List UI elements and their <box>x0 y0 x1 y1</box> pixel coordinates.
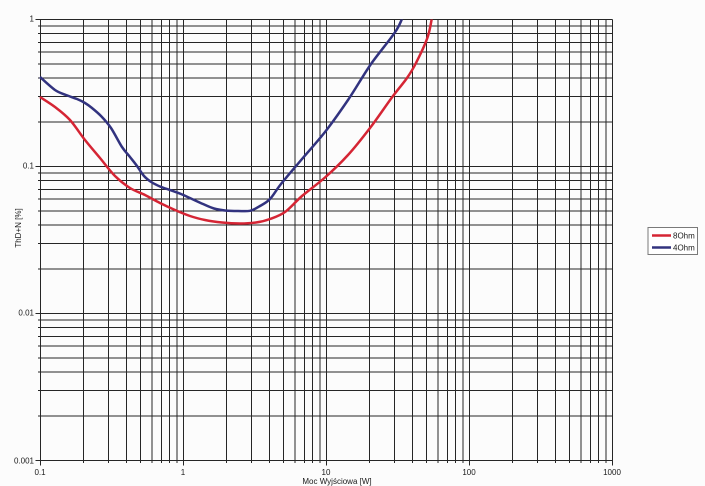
svg-text:1: 1 <box>181 468 186 477</box>
svg-text:10: 10 <box>322 468 331 477</box>
svg-text:0.001: 0.001 <box>14 457 35 466</box>
svg-text:0.1: 0.1 <box>34 468 46 477</box>
svg-text:0.01: 0.01 <box>18 309 34 318</box>
svg-text:8Ohm: 8Ohm <box>673 232 695 241</box>
svg-text:1000: 1000 <box>603 468 621 477</box>
svg-text:100: 100 <box>462 468 476 477</box>
svg-text:4Ohm: 4Ohm <box>673 244 695 253</box>
svg-text:0.1: 0.1 <box>23 162 35 171</box>
svg-text:Moc Wyjściowa [W]: Moc Wyjściowa [W] <box>302 477 371 486</box>
svg-text:1: 1 <box>30 15 35 24</box>
svg-text:ThD+N [%]: ThD+N [%] <box>14 208 23 247</box>
